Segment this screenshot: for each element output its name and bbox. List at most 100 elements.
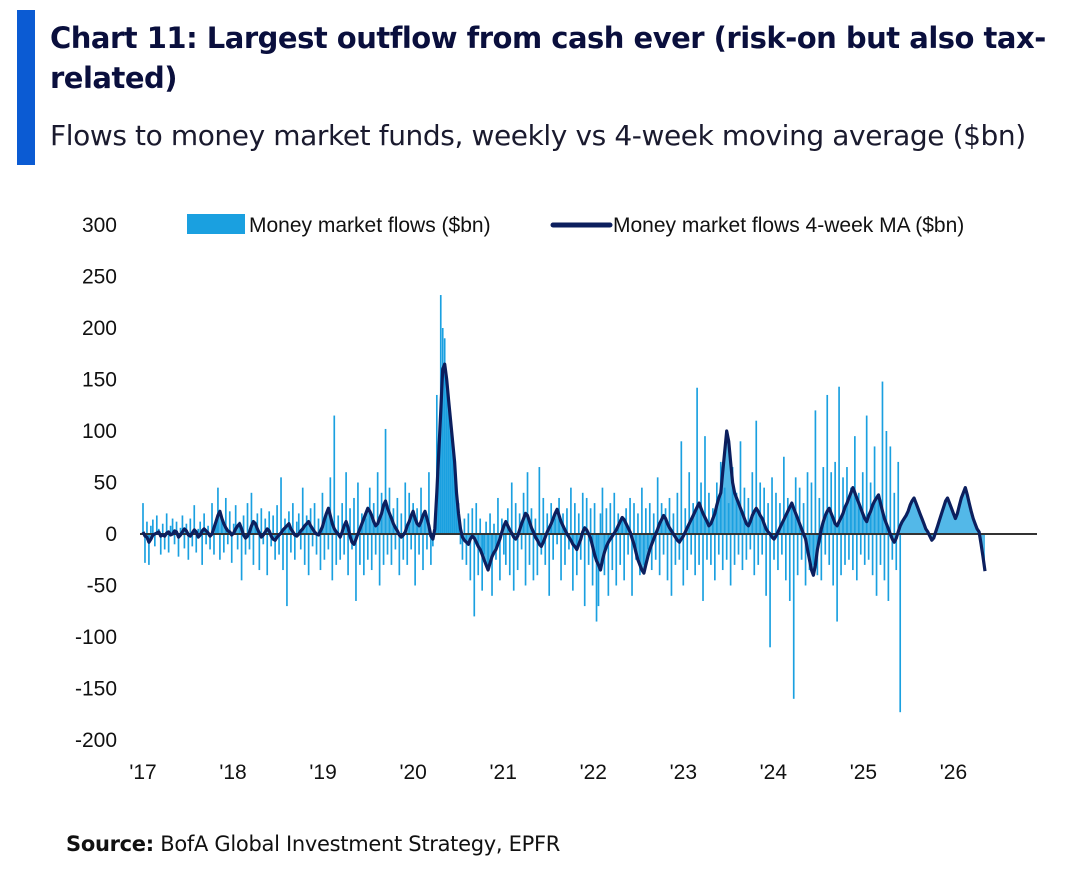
flow-bar: [735, 492, 738, 534]
flow-bar: [504, 534, 507, 565]
flow-bar: [270, 534, 273, 547]
flow-bar: [753, 534, 756, 576]
flow-bar: [230, 534, 233, 563]
flow-bar: [347, 534, 349, 576]
flow-bar: [341, 503, 343, 534]
flow-bar: [161, 523, 164, 534]
flow-bar: [855, 534, 858, 581]
flow-bar: [672, 513, 675, 534]
flow-bar: [887, 534, 890, 601]
y-tick-label: 50: [94, 472, 117, 495]
flow-bar: [449, 431, 452, 534]
flow-bar: [501, 518, 503, 534]
flow-bar: [727, 503, 730, 534]
flow-bar: [205, 534, 207, 545]
flow-bar: [747, 497, 750, 534]
flow-bar: [516, 534, 519, 571]
flow-bar: [333, 415, 336, 534]
flow-bar: [402, 534, 405, 560]
flow-bar: [447, 410, 450, 534]
x-tick-label: '25: [850, 761, 877, 784]
flow-bar: [757, 534, 760, 565]
flow-bar: [339, 534, 342, 560]
flow-bar: [335, 534, 338, 565]
flow-bar: [321, 492, 324, 534]
flow-bar: [706, 534, 708, 560]
flow-bar: [264, 518, 267, 534]
flow-bar: [295, 521, 298, 534]
flow-bar: [682, 534, 685, 586]
flow-bar: [353, 497, 355, 534]
flow-bar: [583, 534, 586, 607]
flow-bar: [674, 534, 677, 565]
flow-bar: [648, 503, 651, 534]
flow-bar: [337, 515, 340, 534]
flow-bar: [897, 461, 900, 534]
flow-bar: [820, 534, 823, 581]
chart-subtitle: Flows to money market funds, weekly vs 4…: [50, 119, 1026, 152]
flow-bar: [572, 534, 574, 591]
flow-bar: [290, 534, 292, 553]
flow-bar: [601, 487, 604, 534]
y-tick-label: 300: [82, 214, 117, 237]
flow-bar: [491, 534, 493, 596]
flow-bar: [459, 534, 462, 545]
flow-bar: [895, 534, 898, 571]
flow-bar: [885, 431, 888, 534]
flow-bar: [177, 534, 180, 557]
flow-bar: [477, 534, 480, 576]
flow-bar: [773, 534, 775, 560]
x-tick-label: '18: [219, 761, 246, 784]
flow-bar: [406, 534, 409, 565]
flow-bar: [292, 503, 294, 534]
y-tick-label: 200: [82, 317, 117, 340]
flow-bar: [745, 534, 748, 560]
flow-bar: [812, 534, 815, 565]
flow-bar: [217, 487, 219, 534]
y-tick-label: 250: [82, 266, 117, 289]
flow-bar: [465, 534, 468, 565]
flow-bar: [323, 534, 326, 560]
flow-bar: [765, 534, 767, 596]
ma-area: [143, 364, 985, 576]
flow-bar: [240, 534, 243, 581]
flow-bar: [824, 534, 827, 555]
flow-bar: [424, 513, 426, 534]
flow-bar: [814, 410, 817, 534]
flow-bar: [790, 505, 793, 534]
flow-bar: [587, 534, 590, 565]
flow-bar: [475, 503, 478, 534]
flow-bar: [666, 534, 669, 581]
flow-bar: [800, 534, 803, 560]
flow-bar: [542, 497, 545, 534]
flow-bar: [670, 534, 673, 596]
flow-bar: [463, 518, 466, 534]
flow-bar: [570, 487, 572, 534]
flow-bar: [311, 534, 314, 547]
flow-bars: [142, 295, 902, 713]
flow-bar: [384, 428, 387, 534]
flow-bar: [840, 534, 842, 576]
flow-bar: [171, 518, 174, 534]
flow-bar: [489, 513, 491, 534]
flow-bar: [199, 521, 202, 534]
flow-bar: [390, 534, 393, 565]
flow-bar: [605, 508, 608, 534]
flow-bar: [175, 521, 178, 534]
flow-bar: [810, 482, 813, 534]
flow-bar: [893, 492, 896, 534]
flow-bar: [142, 503, 144, 534]
flow-bar: [307, 534, 310, 576]
flow-bar: [852, 534, 854, 571]
flow-bar: [317, 518, 320, 534]
flow-bar: [883, 534, 886, 581]
flow-bar: [209, 534, 211, 550]
flow-bar: [309, 508, 312, 534]
flow-bar: [785, 534, 787, 581]
flow-bar: [193, 505, 196, 534]
flow-bar: [688, 472, 691, 534]
flow-bar: [530, 508, 533, 534]
flow-bar: [865, 415, 868, 534]
flow-bar: [195, 534, 198, 553]
flow-bar: [838, 386, 840, 534]
